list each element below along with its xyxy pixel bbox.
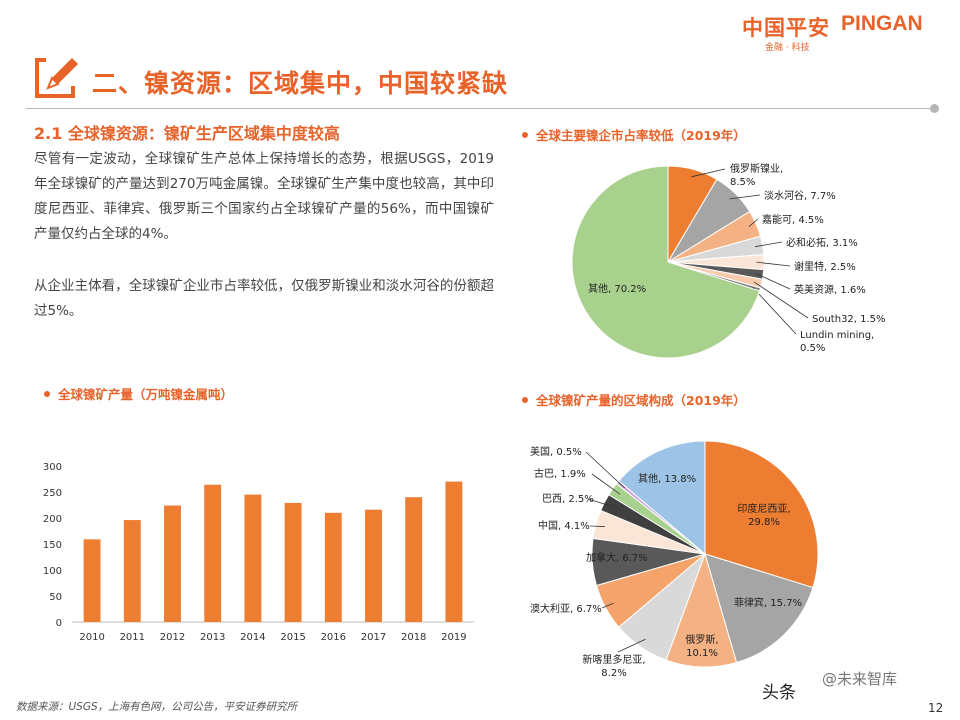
subsection-title: 2.1 全球镍资源：镍矿生产区域集中度较高 [34, 124, 340, 143]
bar-2018 [405, 497, 423, 622]
companies-pie-label-2: 嘉能可, 4.5% [762, 213, 824, 226]
bullet-icon [522, 132, 528, 138]
page-number: 12 [928, 701, 944, 715]
bar-2013 [204, 484, 222, 622]
companies-pie-label-8: 其他, 70.2% [588, 282, 646, 295]
y-tick-label: 50 [49, 592, 62, 603]
regions-pie-slice-2 [665, 552, 738, 668]
companies-pie-label-7: Lundin mining, [800, 330, 874, 341]
bar-2014 [244, 494, 262, 622]
x-tick-label: 2015 [280, 632, 305, 643]
companies-pie-label-4: 谢里特, 2.5% [794, 260, 856, 273]
bar-2012 [164, 505, 181, 622]
regions-pie-label-2: 俄罗斯, [685, 633, 718, 646]
watermark-badge: @未来智库 [822, 670, 898, 688]
section-title: 二、镍资源：区域集中，中国较紧缺 [92, 69, 509, 98]
regions-pie-slice-0 [704, 440, 819, 589]
companies-pie-leader-0 [691, 168, 726, 178]
regions-pie-chart: 印度尼西亚, 29.8% 菲律宾, 15.7% 俄罗斯, 10.1% 新喀里多尼亚, 8.2… [530, 440, 819, 679]
production-bar-chart: 0 50 100 150 200 250 300 2010 2011 2012 2013 2014 20… [43, 462, 474, 643]
regions-pie-label-0-b: 29.8% [748, 517, 780, 528]
brand-logo-cn: 中国平安 [742, 16, 830, 40]
regions-pie-label-1: 菲律宾, 15.7% [734, 596, 802, 609]
companies-pie-label-0: 俄罗斯镍业, [730, 162, 783, 175]
x-tick-label: 2018 [401, 632, 426, 643]
regions-pie-leader-6 [589, 525, 605, 527]
data-source-note: 数据来源：USGS，上海有色网，公司公告，平安证券研究所 [16, 701, 298, 713]
chart-title-companies: 全球主要镍企市占率较低（2019年） [536, 128, 746, 143]
chart-title-production: 全球镍矿产量（万吨镍金属吨） [58, 387, 234, 402]
companies-pie-label-3: 必和必拓, 3.1% [786, 236, 858, 249]
bullet-icon [522, 397, 528, 403]
x-tick-label: 2019 [441, 632, 466, 643]
regions-pie-label-3-b: 8.2% [601, 668, 626, 679]
chart-title-regions: 全球镍矿产量的区域构成（2019年） [536, 393, 746, 408]
bar-2011 [123, 520, 141, 622]
regions-pie-leader-8 [591, 473, 621, 495]
y-tick-label: 0 [56, 618, 62, 629]
regions-pie-label-6: 中国, 4.1% [538, 519, 590, 532]
y-tick-label: 300 [43, 462, 62, 473]
companies-pie-leader-4 [756, 261, 791, 267]
regions-pie-leader-3 [617, 638, 646, 653]
regions-pie-label-7: 巴西, 2.5% [542, 493, 594, 505]
x-tick-label: 2010 [79, 632, 104, 643]
title-divider [26, 108, 938, 109]
companies-pie-label-1: 淡水河谷, 7.7% [764, 190, 836, 202]
regions-pie-leader-7 [587, 498, 613, 507]
companies-pie-slice-8 [571, 165, 761, 359]
regions-pie-leader-4 [601, 602, 614, 609]
edit-icon [35, 56, 80, 98]
companies-pie-leader-5 [755, 273, 791, 290]
body-paragraph-2: 从企业主体看，全球镍矿企业市占率较低，仅俄罗斯镍业和淡水河谷的份额超过5%。 [34, 278, 494, 319]
x-tick-label: 2017 [361, 632, 386, 643]
companies-pie-leader-7 [752, 287, 797, 335]
y-tick-label: 100 [43, 566, 62, 577]
regions-pie-label-3: 新喀里多尼亚, [582, 653, 645, 666]
companies-pie-chart: 俄罗斯镍业, 8.5% 淡水河谷, 7.7% 嘉能可, 4.5% 必和必拓, 3.1% 谢… [571, 162, 886, 359]
regions-pie-label-8: 古巴, 1.9% [534, 467, 586, 480]
bar-2017 [365, 509, 382, 622]
bar-2010 [83, 539, 101, 622]
companies-pie-leader-1 [729, 194, 761, 200]
regions-pie-slice-10 [618, 440, 706, 556]
companies-pie-label-0-b: 8.5% [730, 177, 755, 188]
y-tick-label: 150 [43, 540, 62, 551]
companies-pie-label-6: South32, 1.5% [812, 314, 886, 325]
companies-pie-leader-2 [748, 218, 759, 227]
regions-pie-label-9: 美国, 0.5% [530, 445, 582, 458]
x-tick-label: 2016 [321, 632, 346, 643]
regions-pie-label-10: 其他, 13.8% [638, 472, 696, 485]
bar-2015 [284, 502, 302, 622]
x-tick-label: 2012 [160, 632, 185, 643]
regions-pie-label-4: 澳大利亚, 6.7% [530, 602, 602, 615]
companies-pie-leader-3 [754, 241, 783, 248]
x-tick-label: 2014 [240, 632, 265, 643]
bar-2019 [445, 481, 463, 622]
divider-dot [930, 104, 939, 113]
body-paragraph-1: 尽管有一定波动，全球镍矿生产总体上保持增长的态势，根据USGS，2019年全球镍… [34, 151, 494, 242]
watermark-source: 头条 [762, 683, 796, 703]
regions-pie-label-2-b: 10.1% [686, 648, 718, 659]
companies-pie-leader-6 [753, 281, 809, 319]
brand-logo-en: PINGAN [841, 12, 923, 35]
companies-pie-label-5: 英美资源, 1.6% [794, 283, 866, 296]
brand-tagline: 金融 · 科技 [765, 43, 810, 53]
x-tick-label: 2013 [200, 632, 225, 643]
regions-pie-leader-9 [585, 451, 625, 489]
bar-2016 [324, 512, 342, 622]
y-tick-label: 250 [43, 488, 62, 499]
x-tick-label: 2011 [120, 632, 145, 643]
regions-pie-slice-1 [704, 553, 814, 664]
regions-pie-label-5: 加拿大, 6.7% [586, 551, 648, 564]
y-tick-label: 200 [43, 514, 62, 525]
bullet-icon [44, 391, 50, 397]
companies-pie-label-7-b: 0.5% [800, 343, 825, 354]
regions-pie-label-0: 印度尼西亚, [737, 502, 790, 515]
